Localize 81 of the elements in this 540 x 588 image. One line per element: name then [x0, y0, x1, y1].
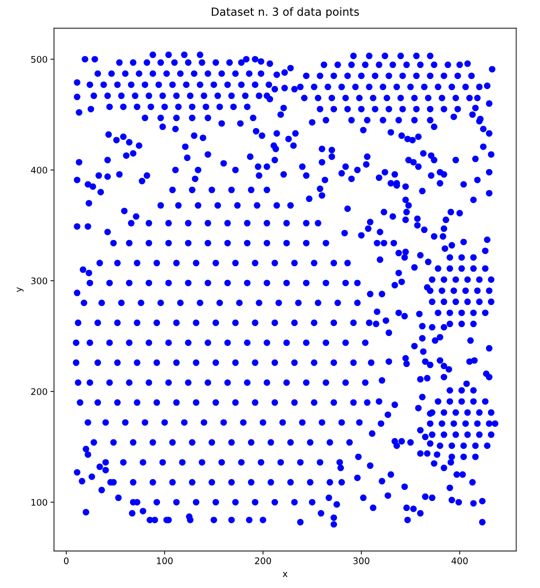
- point: [476, 298, 483, 306]
- point: [446, 254, 454, 261]
- point: [482, 398, 489, 405]
- point: [458, 320, 465, 328]
- y-tick-label: 100: [32, 498, 48, 506]
- point: [458, 265, 465, 272]
- point: [440, 298, 448, 306]
- point: [488, 298, 494, 306]
- point: [446, 398, 454, 405]
- point: [452, 276, 460, 283]
- x-tick-label: 300: [353, 557, 370, 564]
- point: [464, 431, 471, 438]
- x-tick-label: 200: [255, 557, 272, 564]
- point: [488, 276, 494, 283]
- y-tick-label: 500: [31, 56, 48, 63]
- point: [460, 454, 467, 460]
- point: [434, 398, 442, 405]
- point: [470, 398, 477, 405]
- point: [470, 310, 477, 316]
- point: [450, 287, 458, 294]
- point: [446, 387, 454, 394]
- point: [452, 431, 460, 438]
- x-tick-label: 400: [452, 557, 468, 564]
- point: [438, 287, 446, 294]
- point: [470, 387, 477, 394]
- point: [488, 409, 494, 416]
- point: [458, 310, 465, 316]
- point: [462, 287, 469, 294]
- chart-title: Dataset n. 3 of data points: [212, 7, 359, 18]
- point: [486, 287, 492, 294]
- point: [428, 431, 436, 438]
- point: [448, 454, 456, 460]
- point: [472, 442, 479, 449]
- x-tick-label: 100: [157, 557, 173, 564]
- point: [484, 442, 490, 449]
- point: [440, 431, 448, 438]
- x-tick-label: 0: [64, 557, 69, 564]
- point: [492, 420, 498, 427]
- point: [464, 298, 471, 306]
- point: [428, 276, 436, 283]
- point: [458, 254, 465, 261]
- x-axis-title: x: [282, 572, 288, 577]
- point: [428, 298, 436, 306]
- point: [438, 420, 446, 427]
- point: [470, 320, 477, 328]
- point: [458, 387, 465, 394]
- point: [474, 420, 481, 427]
- point: [474, 287, 481, 294]
- y-tick-label: 200: [31, 388, 48, 396]
- point: [476, 409, 483, 416]
- point: [464, 276, 471, 283]
- point: [440, 276, 448, 283]
- point: [452, 409, 460, 416]
- point: [464, 409, 471, 416]
- point: [482, 265, 489, 272]
- point: [470, 254, 477, 261]
- point: [434, 310, 442, 316]
- point: [450, 420, 458, 427]
- point: [446, 310, 454, 316]
- point: [472, 454, 479, 460]
- point: [470, 265, 477, 272]
- y-axis-title: y: [16, 287, 24, 292]
- point: [440, 409, 448, 416]
- point: [462, 420, 469, 427]
- point: [476, 431, 483, 438]
- y-tick-label: 300: [31, 277, 48, 284]
- point: [476, 276, 483, 283]
- point: [446, 320, 454, 328]
- point: [446, 265, 454, 272]
- point: [436, 442, 444, 449]
- point: [426, 420, 434, 427]
- point: [460, 442, 467, 449]
- point: [486, 420, 492, 427]
- point: [482, 310, 489, 316]
- point: [463, 380, 470, 387]
- y-tick-label: 400: [30, 166, 48, 174]
- point: [488, 431, 494, 438]
- point: [458, 398, 465, 405]
- point: [448, 442, 456, 449]
- point: [434, 265, 442, 272]
- point: [452, 298, 460, 306]
